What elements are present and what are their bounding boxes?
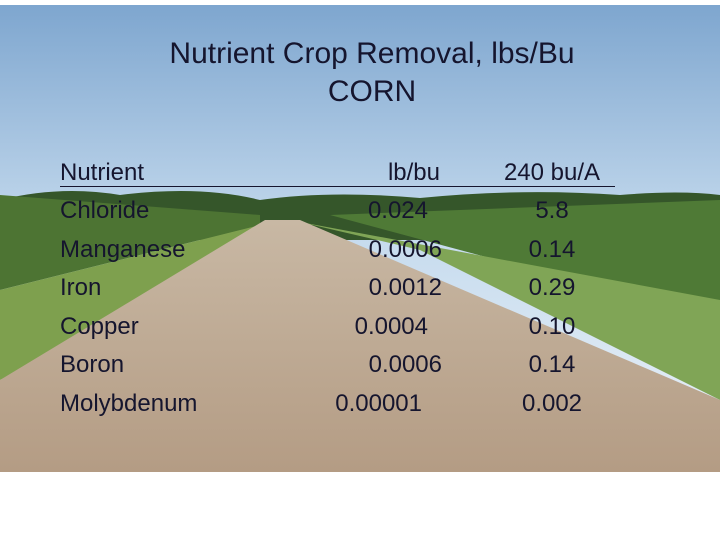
per-bushel-cell: 0.024 (367, 197, 428, 224)
per-acre-cell: 0.002 (521, 389, 583, 417)
corn-left (0, 195, 260, 290)
per-bushel-cell: lb/bu (387, 159, 440, 186)
per-acre-cell: 0.29 (528, 274, 576, 301)
per-acre-cell: 0.10 (528, 312, 576, 340)
header-underline (60, 186, 615, 187)
nutrient-cell: Copper (60, 312, 139, 340)
nutrient-cell: Manganese (60, 235, 186, 263)
per-bushel-cell: 0.0004 (354, 312, 428, 340)
per-acre-cell: 0.14 (528, 235, 576, 263)
nutrient-cell: Iron (60, 274, 102, 301)
per-acre-cell: 5.8 (535, 197, 569, 224)
per-bushel-cell: 0.0006 (368, 235, 442, 263)
per-bushel-cell: 0.0012 (368, 274, 442, 301)
per-bushel-cell: 0.00001 (335, 389, 422, 417)
nutrient-cell: Boron (60, 351, 125, 378)
per-bushel-cell: 0.0006 (368, 351, 442, 378)
per-acre-cell: 240 bu/A (503, 159, 601, 186)
title-line: CORN (327, 75, 417, 108)
nutrient-cell: Molybdenum (60, 389, 198, 417)
title-line: Nutrient Crop Removal, lbs/Bu (169, 37, 575, 70)
per-acre-cell: 0.14 (528, 351, 576, 378)
nutrient-cell: Chloride (60, 197, 150, 224)
road (0, 220, 720, 472)
nutrient-cell: Nutrient (60, 159, 145, 186)
grass-right (300, 222, 720, 400)
